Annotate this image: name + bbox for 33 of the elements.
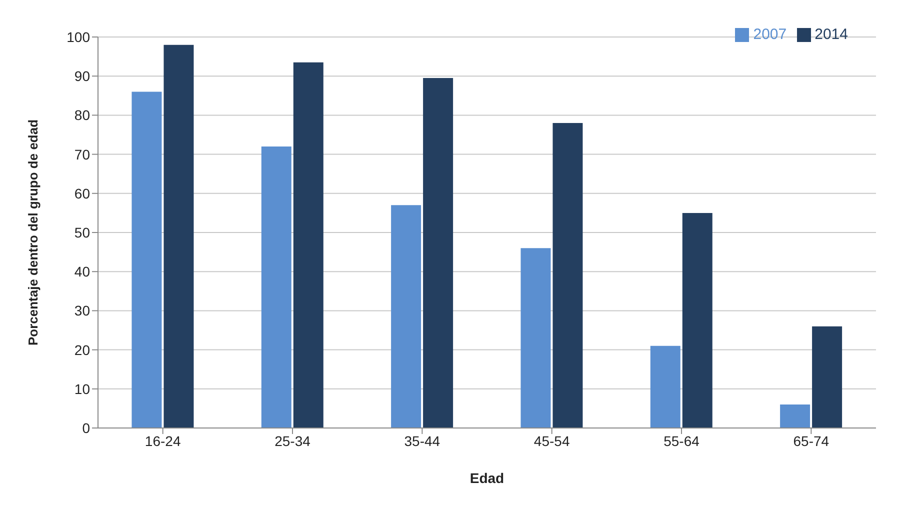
y-tick-label: 70 — [74, 146, 90, 162]
bar — [132, 92, 162, 428]
y-tick-label: 40 — [74, 264, 90, 280]
x-axis-title: Edad — [470, 470, 504, 486]
legend-label: 2014 — [814, 26, 848, 43]
y-tick-label: 80 — [74, 107, 90, 124]
x-tick-label: 65-74 — [793, 432, 830, 449]
bar — [391, 205, 422, 428]
y-tick-label: 30 — [74, 302, 90, 319]
bar — [552, 123, 583, 428]
x-tick-label: 55-64 — [664, 432, 700, 449]
bar — [261, 146, 292, 428]
y-tick-label: 20 — [74, 342, 90, 358]
y-tick-label: 10 — [74, 380, 90, 397]
bar — [682, 212, 712, 428]
bar — [293, 62, 324, 428]
y-tick-label: 0 — [82, 420, 90, 436]
y-tick-label: 90 — [74, 68, 90, 84]
y-tick-label: 50 — [74, 224, 90, 240]
y-tick-label: 100 — [66, 28, 90, 45]
y-tick-label: 60 — [74, 185, 90, 202]
bar — [520, 248, 551, 428]
x-tick-label: 16-24 — [144, 432, 181, 449]
bar — [423, 78, 454, 428]
legend-label: 2007 — [753, 26, 787, 43]
bar — [164, 44, 194, 428]
bar — [812, 326, 842, 428]
bar — [780, 404, 810, 428]
x-tick-label: 25-34 — [274, 432, 311, 449]
x-tick-label: 45-54 — [534, 432, 570, 449]
bar — [650, 346, 680, 428]
y-axis-title: Porcentaje dentro del grupo de edad — [26, 119, 41, 346]
x-tick-label: 35-44 — [404, 432, 440, 449]
